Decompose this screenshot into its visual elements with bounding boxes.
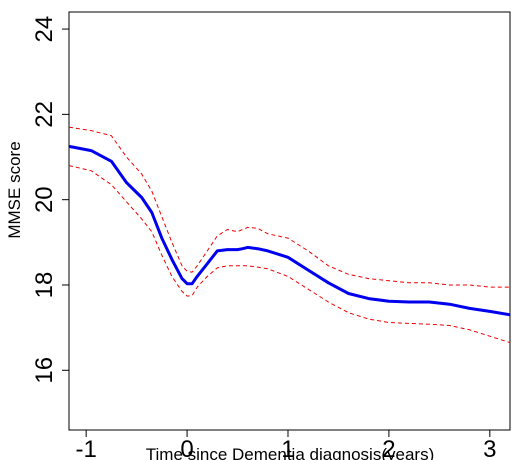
x-axis-title: Time since Dementia diagnosis(years) xyxy=(146,445,434,460)
y-tick-label: 16 xyxy=(31,357,58,384)
plot-frame xyxy=(68,11,511,431)
lower-bound-line xyxy=(68,165,511,344)
x-tick-label: 2 xyxy=(382,436,395,460)
x-tick-label: 1 xyxy=(281,436,294,460)
y-tick-label: 18 xyxy=(31,272,58,299)
y-tick-label: 22 xyxy=(31,101,58,128)
y-tick-label: 24 xyxy=(31,16,58,43)
y-tick-label: 20 xyxy=(31,186,58,213)
x-tick-label: 3 xyxy=(483,436,496,460)
x-tick-label: 0 xyxy=(180,436,193,460)
x-axis-ticks: -1 0 1 2 3 xyxy=(75,430,496,460)
x-tick-label: -1 xyxy=(75,436,96,460)
y-axis-title: MMSE score xyxy=(5,141,24,238)
upper-bound-line xyxy=(68,126,510,288)
y-axis-ticks: 16 18 20 22 24 xyxy=(31,16,69,384)
estimate-line xyxy=(68,144,511,317)
series-layer xyxy=(68,126,511,344)
